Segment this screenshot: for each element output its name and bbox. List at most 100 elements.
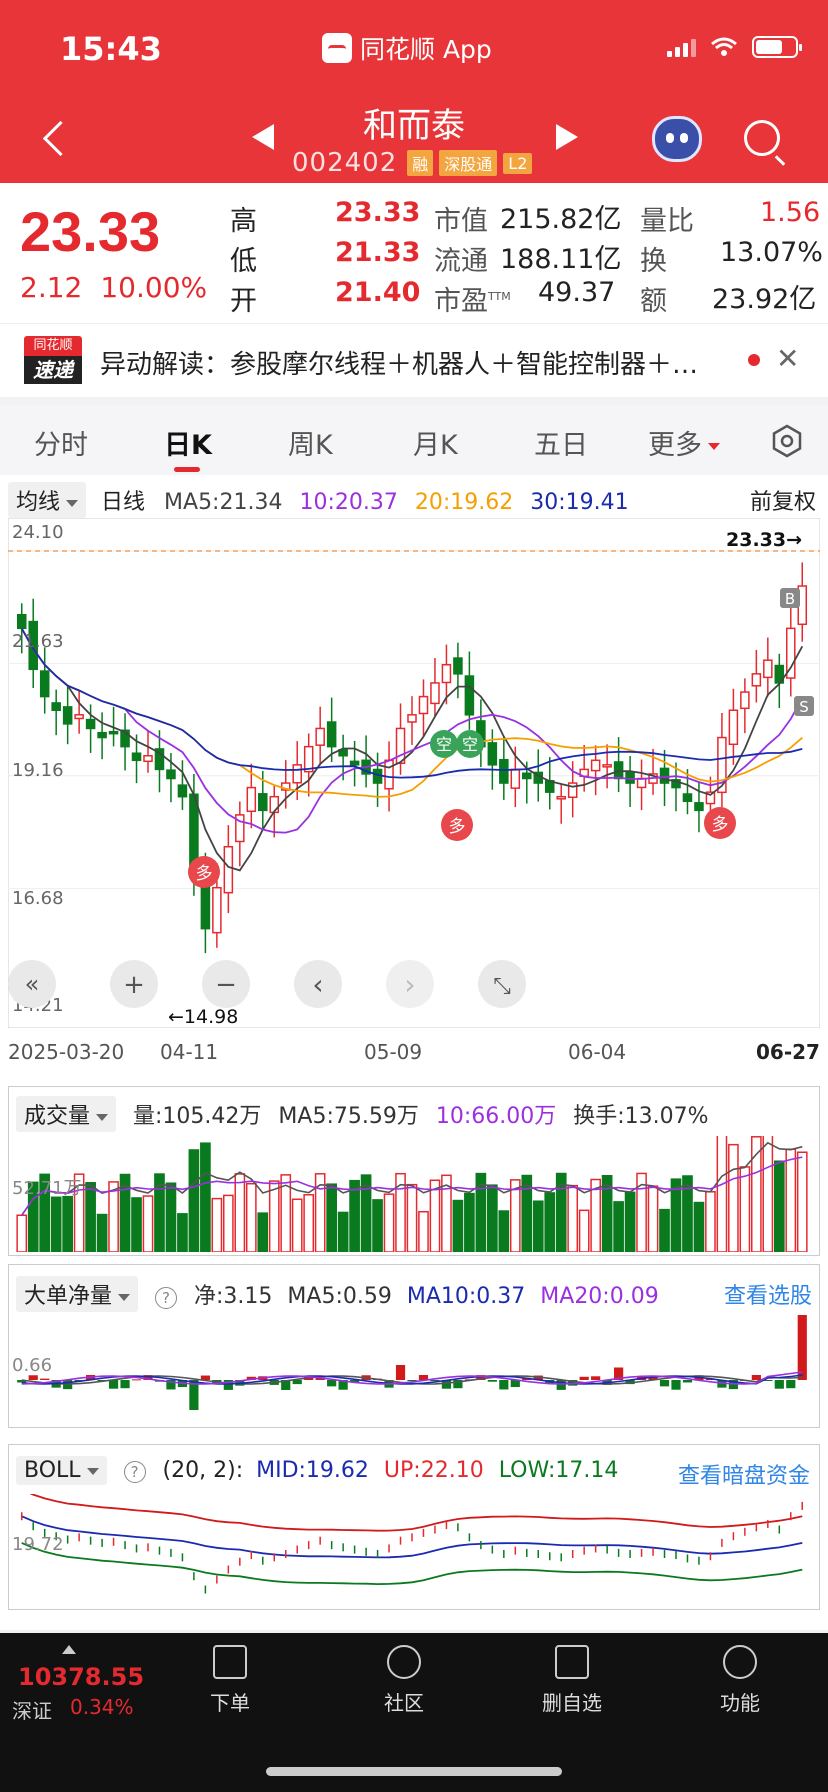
index-value[interactable]: 10378.55 — [18, 1663, 145, 1691]
nav-functions[interactable]: 功能 — [680, 1645, 800, 1716]
ma-indicator-label: 均线 — [16, 490, 61, 515]
volume-bar — [291, 1198, 303, 1252]
sell-signal-marker[interactable] — [456, 730, 484, 758]
big-order-ma10: MA10:0.37 — [406, 1284, 526, 1309]
next-stock-button[interactable] — [556, 124, 578, 150]
nav-remove-watchlist[interactable]: 删自选 — [512, 1645, 632, 1716]
tab-daily-k[interactable]: 日K — [164, 430, 212, 461]
view-stock-picker-link[interactable]: 查看选股 — [724, 1284, 813, 1309]
assistant-robot-icon[interactable] — [652, 116, 702, 162]
volume-bar — [372, 1199, 383, 1252]
signal-icon — [667, 37, 696, 57]
volume-bar — [578, 1209, 590, 1252]
mcap-value: 215.82亿 — [500, 204, 622, 235]
boll-band-line — [21, 1542, 803, 1586]
buy-signal-label: 多 — [449, 817, 466, 837]
volume-bar — [613, 1201, 624, 1252]
big-order-bar — [614, 1367, 624, 1380]
bottom-bar: 10378.55 深证 0.34% 下单 社区 删自选 功能 — [0, 1633, 828, 1792]
big-order-bar — [774, 1380, 784, 1389]
candle-body — [464, 675, 475, 716]
b-marker[interactable] — [780, 588, 800, 608]
tab-intraday[interactable]: 分时 — [34, 430, 88, 461]
boll-lines — [21, 1494, 803, 1586]
tab-more[interactable]: 更多 — [648, 423, 720, 462]
y-tick-0: 24.10 — [12, 522, 64, 543]
open-value: 21.40 — [335, 277, 421, 308]
zoom-in-button[interactable] — [110, 960, 158, 1008]
search-icon[interactable] — [744, 120, 780, 156]
ma-line — [20, 627, 803, 779]
big-order-bar — [246, 1376, 256, 1380]
tab-weekly-k[interactable]: 周K — [288, 430, 333, 461]
nav-order[interactable]: 下单 — [170, 1645, 290, 1716]
buy-signal-marker[interactable] — [441, 809, 473, 841]
boll-chart[interactable]: 19.72 — [8, 1494, 820, 1608]
buy-signal-label: 多 — [712, 815, 729, 835]
nav-community[interactable]: 社区 — [344, 1645, 464, 1716]
expand-up-icon[interactable] — [62, 1645, 76, 1654]
sell-signal-marker[interactable] — [430, 730, 458, 758]
scroll-right-button[interactable] — [386, 960, 434, 1008]
tag-margin: 融 — [407, 150, 434, 176]
candle-body — [786, 627, 796, 679]
fullscreen-button[interactable] — [478, 960, 526, 1008]
candle-body — [16, 613, 27, 630]
status-app: 同花顺 App — [322, 30, 492, 66]
s-marker[interactable] — [794, 696, 814, 716]
settings-hex-icon[interactable] — [770, 424, 804, 458]
big-order-bars — [17, 1315, 807, 1410]
ma-indicator-dropdown[interactable]: 均线 — [8, 482, 87, 518]
volume-ma5: MA5:75.59万 — [278, 1104, 419, 1129]
volume-chart[interactable]: 52.71万 — [8, 1136, 820, 1252]
volume-bar — [498, 1210, 510, 1252]
y-tick-3: 16.68 — [12, 888, 64, 909]
volume-bar — [337, 1211, 349, 1252]
scroll-left-fast-button[interactable] — [8, 960, 56, 1008]
zoom-out-button[interactable] — [202, 960, 250, 1008]
volume-bar — [50, 1196, 62, 1252]
news-banner[interactable]: 同花顺 速递 异动解读：参股摩尔线程＋机器人＋智能控制器＋… ✕ — [0, 323, 828, 397]
big-order-ma-line — [21, 1371, 803, 1385]
big-order-bar — [120, 1380, 130, 1389]
volume-indicator-label: 成交量 — [24, 1104, 91, 1129]
volume-bar — [165, 1182, 177, 1252]
boll-price-ticks — [20, 1501, 804, 1594]
tab-monthly-k[interactable]: 月K — [413, 430, 458, 461]
home-indicator[interactable] — [266, 1767, 562, 1776]
volume-bar — [521, 1174, 533, 1252]
big-order-bar — [430, 1380, 440, 1381]
boll-dropdown[interactable]: BOLL — [16, 1456, 107, 1485]
big-order-bar — [281, 1380, 291, 1390]
battery-icon — [752, 36, 802, 58]
big-order-bar — [682, 1380, 693, 1383]
prev-stock-button[interactable] — [252, 124, 274, 150]
buy-signal-marker[interactable] — [704, 807, 736, 839]
volume-bar — [142, 1195, 154, 1252]
app-logo-icon — [322, 33, 352, 63]
view-dark-pool-link[interactable]: 查看暗盘资金 — [678, 1464, 811, 1489]
buy-signal-marker[interactable] — [188, 856, 220, 888]
volume-bar — [131, 1197, 142, 1252]
volume-bar — [739, 1166, 751, 1252]
volume-bar — [464, 1192, 475, 1252]
volume-bar — [705, 1191, 716, 1252]
big-order-bar — [441, 1380, 452, 1389]
candle-body — [602, 764, 612, 768]
candle-body — [166, 769, 176, 780]
tab-five-day[interactable]: 五日 — [534, 430, 588, 461]
help-icon[interactable]: ? — [123, 1461, 146, 1483]
volume-bar — [693, 1201, 705, 1252]
big-order-dropdown[interactable]: 大单净量 — [16, 1276, 139, 1312]
help-icon[interactable]: ? — [155, 1287, 178, 1309]
scroll-left-button[interactable] — [294, 960, 342, 1008]
kline-chart[interactable]: 24.10 21.63 19.16 16.68 14.21 23.33→ ←14… — [8, 518, 820, 1028]
news-text[interactable]: 异动解读：参股摩尔线程＋机器人＋智能控制器＋… — [100, 350, 699, 380]
adjust-mode[interactable]: 前复权 — [750, 490, 817, 515]
big-order-ma5: MA5:0.59 — [287, 1284, 392, 1309]
close-icon[interactable]: ✕ — [776, 342, 800, 375]
candle-body — [223, 846, 234, 894]
big-order-bar — [648, 1377, 658, 1380]
big-order-chart[interactable]: 0.66 — [8, 1308, 820, 1426]
volume-indicator-dropdown[interactable]: 成交量 — [16, 1096, 117, 1132]
